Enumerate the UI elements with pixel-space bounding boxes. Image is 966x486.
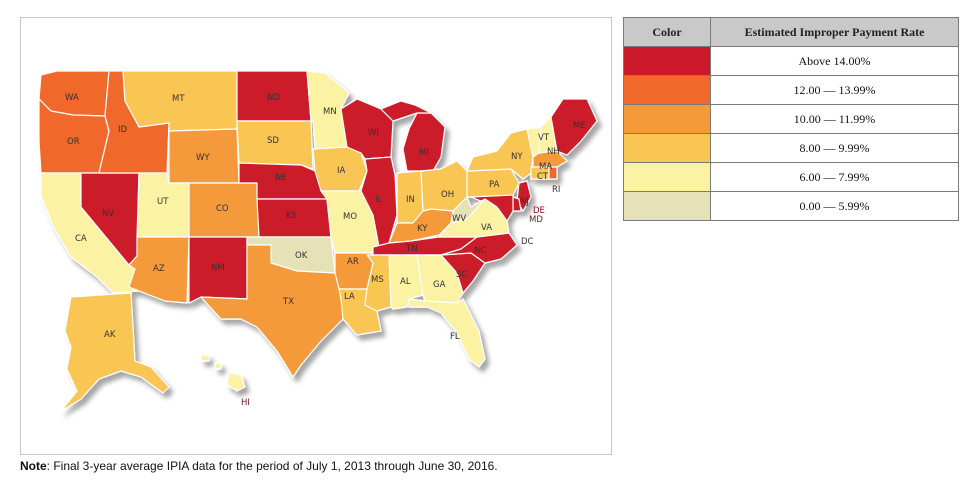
state-md[interactable] <box>470 194 514 222</box>
label-mo: MO <box>343 212 357 222</box>
legend-swatch <box>623 162 711 192</box>
legend-range: 0.00 — 5.99% <box>710 191 959 221</box>
label-md: MD <box>529 215 543 225</box>
label-nv: NV <box>102 209 114 219</box>
label-mi: MI <box>419 148 429 158</box>
legend-swatch <box>623 133 711 163</box>
label-me: ME <box>573 121 586 131</box>
label-vt: VT <box>538 133 550 143</box>
state-az[interactable] <box>128 236 190 304</box>
legend-swatch <box>623 46 711 76</box>
label-oh: OH <box>441 190 454 200</box>
label-ms: MS <box>371 275 384 285</box>
label-tx: TX <box>282 297 294 307</box>
label-mn: MN <box>323 107 337 117</box>
legend-row: 0.00 — 5.99% <box>623 191 959 221</box>
label-wv: WV <box>452 214 466 224</box>
label-co: CO <box>216 204 229 214</box>
legend-range: 6.00 — 7.99% <box>710 162 959 192</box>
label-fl: FL <box>450 332 460 342</box>
state-ky[interactable] <box>388 208 454 244</box>
label-de: DE <box>533 206 545 216</box>
state-ri[interactable] <box>548 166 558 180</box>
legend-row: 6.00 — 7.99% <box>623 162 959 192</box>
label-dc: DC <box>521 237 534 247</box>
label-wy: WY <box>196 153 210 163</box>
label-va: VA <box>481 223 492 233</box>
legend-swatch <box>623 104 711 134</box>
state-tx[interactable] <box>200 244 344 378</box>
legend-range: Above 14.00% <box>710 46 959 76</box>
label-tn: TN <box>405 244 418 254</box>
state-mi[interactable] <box>402 112 446 172</box>
label-ma: MA <box>539 162 552 172</box>
label-ny: NY <box>511 152 523 162</box>
label-ar: AR <box>347 257 359 267</box>
label-ga: GA <box>433 280 446 290</box>
label-mt: MT <box>172 94 185 104</box>
state-fl[interactable] <box>408 298 486 368</box>
legend-row: 12.00 — 13.99% <box>623 75 959 105</box>
us-map: WA OR ID MT ND MN WI MI ME VT NH NY MA C… <box>38 70 598 412</box>
legend-header-rate: Estimated Improper Payment Rate <box>710 17 959 47</box>
legend-row: 8.00 — 9.99% <box>623 133 959 163</box>
legend-row: Above 14.00% <box>623 46 959 76</box>
label-al: AL <box>400 277 411 287</box>
label-nm: NM <box>211 263 225 273</box>
label-nh: NH <box>547 147 560 157</box>
label-az: AZ <box>153 264 165 274</box>
state-hi-3[interactable] <box>200 354 210 362</box>
footnote: Note: Final 3-year average IPIA data for… <box>20 459 498 473</box>
label-ky: KY <box>417 224 428 234</box>
label-nc: NC <box>474 246 486 256</box>
legend-table: Color Estimated Improper Payment Rate Ab… <box>623 17 959 221</box>
state-hi-1[interactable] <box>226 372 246 392</box>
label-ks: KS <box>286 211 297 221</box>
state-mi-upper[interactable] <box>380 100 432 122</box>
map-frame: WA OR ID MT ND MN WI MI ME VT NH NY MA C… <box>20 17 612 455</box>
legend-range: 8.00 — 9.99% <box>710 133 959 163</box>
label-sc: SC <box>456 270 467 280</box>
legend-header-row: Color Estimated Improper Payment Rate <box>623 17 959 47</box>
label-id: ID <box>118 125 128 135</box>
legend-swatch <box>623 191 711 221</box>
label-la: LA <box>344 292 355 302</box>
legend-range: 12.00 — 13.99% <box>710 75 959 105</box>
footnote-label: Note <box>20 459 47 473</box>
label-ct: CT <box>537 172 549 182</box>
label-ri: RI <box>552 185 560 195</box>
legend-header-color: Color <box>623 17 711 47</box>
legend-row: 10.00 — 11.99% <box>623 104 959 134</box>
label-wa: WA <box>65 93 79 103</box>
label-ut: UT <box>157 197 169 207</box>
state-me[interactable] <box>550 98 598 156</box>
label-ia: IA <box>337 166 346 176</box>
label-ne: NE <box>275 173 287 183</box>
legend-range: 10.00 — 11.99% <box>710 104 959 134</box>
state-hi-2[interactable] <box>214 362 222 370</box>
label-or: OR <box>67 137 80 147</box>
label-ok: OK <box>295 251 308 261</box>
footnote-text: : Final 3-year average IPIA data for the… <box>46 459 498 473</box>
label-nd: ND <box>267 93 280 103</box>
label-pa: PA <box>489 180 500 190</box>
state-wv[interactable] <box>450 196 486 224</box>
label-sd: SD <box>267 136 279 146</box>
label-ak: AK <box>104 330 116 340</box>
label-nj: NJ <box>520 197 529 207</box>
state-nc[interactable] <box>440 232 518 264</box>
label-il: IL <box>375 195 383 205</box>
label-hi: HI <box>241 398 250 408</box>
label-wi: WI <box>368 128 379 138</box>
state-ak[interactable] <box>60 292 170 412</box>
state-labels: WA OR ID MT ND MN WI MI ME VT NH NY MA C… <box>65 93 586 408</box>
label-ca: CA <box>75 234 87 244</box>
label-in: IN <box>406 195 415 205</box>
legend-swatch <box>623 75 711 105</box>
